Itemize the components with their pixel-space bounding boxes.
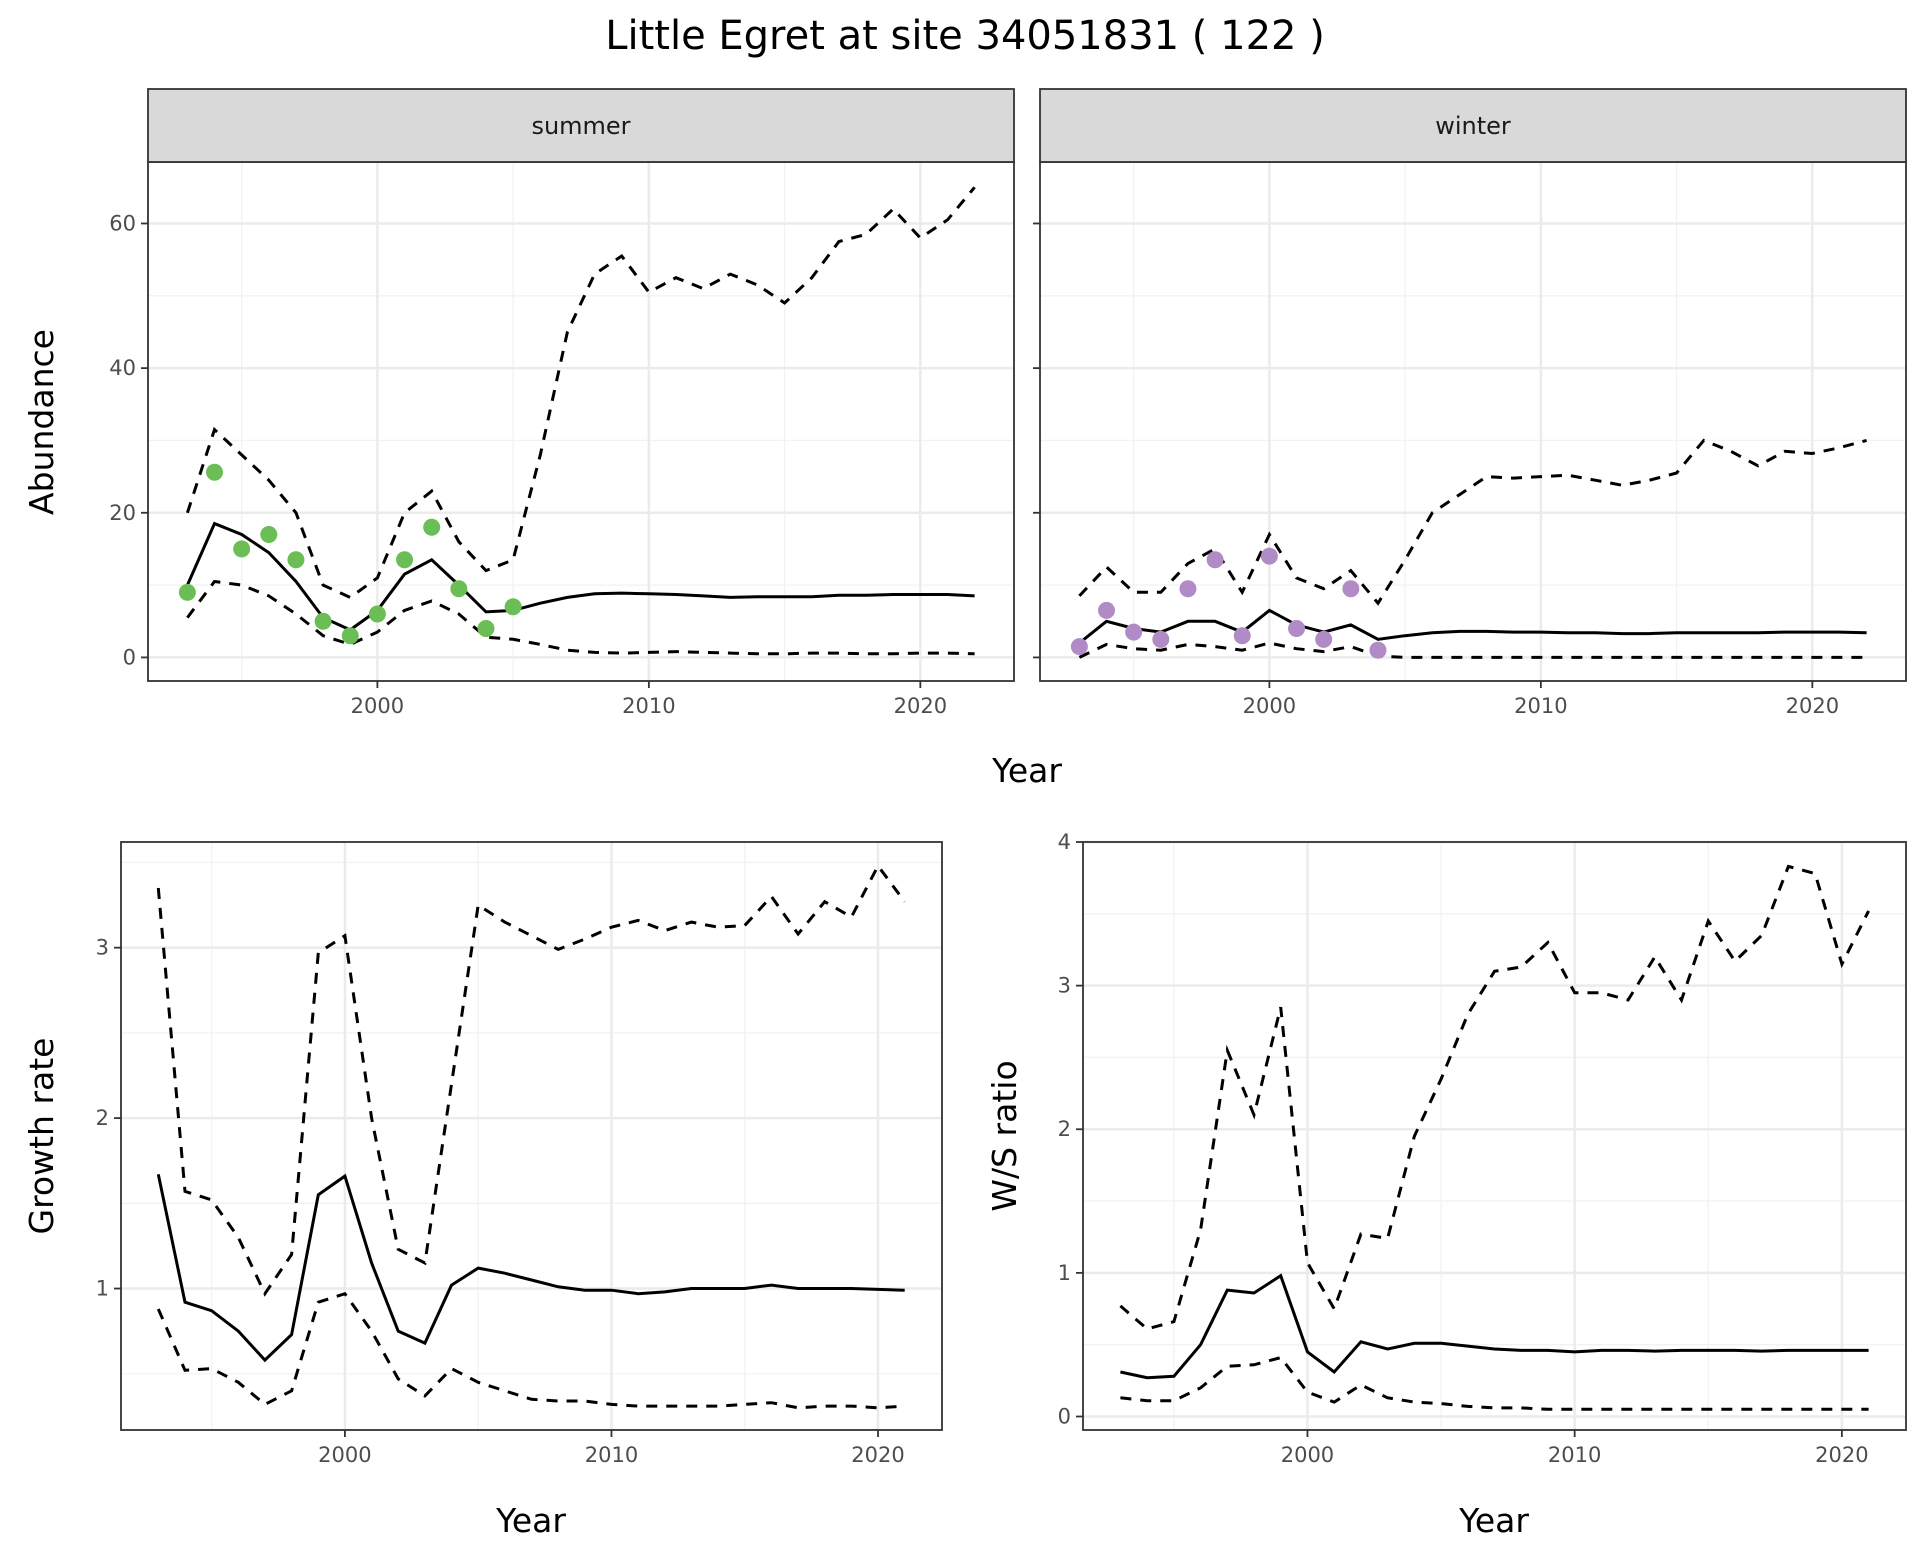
panel-border xyxy=(147,161,1015,682)
observed-point xyxy=(368,605,386,623)
x-tick-label: 2020 xyxy=(851,1443,904,1467)
observed-point xyxy=(341,627,359,645)
panel-border xyxy=(1082,841,1907,1431)
x-tick-label: 2010 xyxy=(585,1443,638,1467)
observed-point xyxy=(1152,630,1170,648)
y-axis-title-abundance: Abundance xyxy=(22,329,61,515)
y-tick-label: 0 xyxy=(123,645,136,669)
series-mean-line xyxy=(1078,608,1867,645)
series-mean-line xyxy=(186,521,975,632)
y-tick-label: 2 xyxy=(1058,1117,1071,1141)
panel-border xyxy=(120,841,943,1431)
y-tick-label: 3 xyxy=(96,936,109,960)
y-axis-title-ratio: W/S ratio xyxy=(985,1060,1024,1211)
series-mean-line xyxy=(156,1173,905,1363)
y-tick-label: 1 xyxy=(96,1277,109,1301)
observed-point xyxy=(1342,580,1360,598)
series-lower-line xyxy=(1078,641,1867,659)
observed-point xyxy=(206,463,224,481)
y-tick-label: 1 xyxy=(1058,1261,1071,1285)
observed-point xyxy=(1315,630,1333,648)
series-lower-line xyxy=(1120,1355,1869,1411)
series-mean-line xyxy=(1120,1273,1869,1380)
facet-strip-label: summer xyxy=(531,112,630,140)
y-tick-label: 4 xyxy=(1058,830,1071,854)
observed-point xyxy=(1098,601,1116,619)
observed-point xyxy=(396,551,414,569)
panel-winter: winter 2000 2010 2020 xyxy=(1033,88,1907,718)
y-tick-label: 3 xyxy=(1058,974,1071,998)
facet-strip xyxy=(1039,88,1907,163)
x-tick-label: 2000 xyxy=(318,1443,371,1467)
observed-point xyxy=(314,612,332,630)
x-axis-title-growth: Year xyxy=(495,1501,566,1540)
x-tick-label: 2010 xyxy=(1514,694,1567,718)
series-lower-line xyxy=(156,1291,905,1410)
observed-point xyxy=(1070,638,1088,656)
panel-summer: summer 2000 2010 2020 0 20 40 60 xyxy=(109,88,1015,718)
observed-point xyxy=(287,551,305,569)
x-tick-label: 2000 xyxy=(1243,694,1296,718)
observed-point xyxy=(233,540,251,558)
y-tick-label: 20 xyxy=(109,501,136,525)
panel-border xyxy=(1039,161,1907,682)
observed-point xyxy=(477,619,495,637)
facet-strip-label: winter xyxy=(1435,112,1511,140)
x-tick-label: 2020 xyxy=(1815,1443,1868,1467)
observed-point xyxy=(1125,623,1143,641)
observed-point xyxy=(1369,641,1387,659)
x-axis-title-top: Year xyxy=(991,751,1062,790)
observed-point xyxy=(450,580,468,598)
y-axis-title-growth: Growth rate xyxy=(22,1038,61,1235)
observed-point xyxy=(1206,551,1224,569)
observed-point xyxy=(178,583,196,601)
observed-point xyxy=(504,598,522,616)
y-tick-label: 2 xyxy=(96,1106,109,1130)
series-upper-line xyxy=(185,186,976,600)
observed-point xyxy=(1260,547,1278,565)
y-tick-label: 60 xyxy=(109,211,136,235)
observed-point xyxy=(260,525,278,543)
observed-point xyxy=(423,518,441,536)
x-tick-label: 2000 xyxy=(351,694,404,718)
x-tick-label: 2000 xyxy=(1281,1443,1334,1467)
panel-growth: 2000 2010 2020 1 2 3 xyxy=(96,841,943,1467)
series-upper-line xyxy=(156,863,906,1297)
x-tick-label: 2010 xyxy=(1548,1443,1601,1467)
series-lower-line xyxy=(186,579,975,656)
chart-title: Little Egret at site 34051831 ( 122 ) xyxy=(605,13,1325,59)
series-upper-line xyxy=(1119,864,1870,1331)
x-tick-label: 2020 xyxy=(1786,694,1839,718)
observed-point xyxy=(1288,619,1306,637)
series-upper-line xyxy=(1078,438,1867,606)
y-tick-label: 0 xyxy=(1058,1404,1071,1428)
observed-point xyxy=(1179,580,1197,598)
y-tick-label: 40 xyxy=(109,356,136,380)
x-axis-title-ratio: Year xyxy=(1458,1501,1529,1540)
panel-ratio: 2000 2010 2020 0 1 2 3 4 xyxy=(1058,830,1907,1467)
x-tick-label: 2010 xyxy=(622,694,675,718)
x-tick-label: 2020 xyxy=(894,694,947,718)
facet-strip xyxy=(147,88,1015,163)
observed-point xyxy=(1233,627,1251,645)
